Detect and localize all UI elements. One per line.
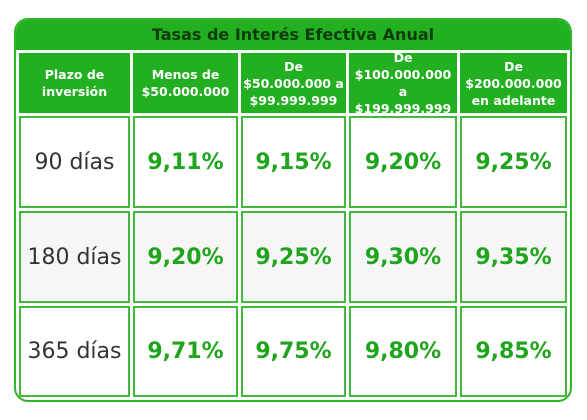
- header-text: De: [504, 58, 523, 74]
- table-cell: 9,25%: [241, 211, 346, 303]
- header-text: en adelante: [471, 92, 556, 108]
- rate-table: Tasas de Interés Efectiva Anual Plazo de…: [14, 18, 572, 402]
- header-text: inversión: [41, 84, 108, 99]
- table-cell: 9,35%: [460, 211, 567, 303]
- table-grid: Plazo de inversión Menos de $50.000.000 De $5…: [16, 50, 570, 397]
- table-cell: 9,75%: [241, 306, 346, 397]
- term-label: 90 días: [34, 149, 115, 175]
- table-cell: 90 días: [19, 116, 130, 208]
- rate-value: 9,80%: [364, 339, 442, 364]
- rate-value: 9,20%: [364, 149, 442, 175]
- table-cell: 9,11%: [133, 116, 238, 208]
- rate-value: 9,71%: [147, 339, 224, 364]
- header-text: Menos de: [151, 67, 220, 82]
- header-cell: De $100.000.000 a $199.999.999: [349, 50, 457, 116]
- table-cell: 9,30%: [349, 211, 457, 303]
- header-text: De: [284, 58, 303, 74]
- table-cell: 9,20%: [133, 211, 238, 303]
- table-title: Tasas de Interés Efectiva Anual: [16, 20, 570, 50]
- table-cell: 9,15%: [241, 116, 346, 208]
- header-text: $200.000.000: [465, 75, 562, 91]
- rate-value: 9,30%: [364, 244, 442, 270]
- rate-value: 9,35%: [475, 244, 552, 270]
- header-text: $99.999.999: [249, 92, 338, 108]
- rate-value: 9,25%: [475, 149, 552, 175]
- rate-value: 9,25%: [255, 244, 332, 270]
- table-cell: 9,71%: [133, 306, 238, 397]
- header-text: a $199.999.999: [354, 84, 452, 116]
- table-cell: 180 días: [19, 211, 130, 303]
- rate-value: 9,85%: [475, 339, 552, 364]
- header-cell: De $200.000.000 en adelante: [460, 53, 567, 113]
- header-text: De: [393, 50, 413, 65]
- header-text: $100.000.000: [354, 67, 452, 82]
- term-label: 365 días: [27, 339, 122, 364]
- table-cell: 9,80%: [349, 306, 457, 397]
- header-cell: De $50.000.000 a $99.999.999: [241, 53, 346, 113]
- header-text: Plazo de: [44, 67, 105, 82]
- term-label: 180 días: [27, 244, 122, 270]
- header-text: $50.000.000: [141, 84, 230, 99]
- rate-value: 9,20%: [147, 244, 224, 270]
- header-cell: Menos de $50.000.000: [133, 53, 238, 113]
- header-cell: Plazo de inversión: [19, 53, 130, 113]
- rate-value: 9,11%: [147, 149, 224, 175]
- table-cell: 9,25%: [460, 116, 567, 208]
- header-text: $50.000.000 a: [243, 75, 344, 91]
- table-cell: 365 días: [19, 306, 130, 397]
- table-cell: 9,20%: [349, 116, 457, 208]
- rate-value: 9,75%: [255, 339, 332, 364]
- rate-value: 9,15%: [255, 149, 332, 175]
- table-cell: 9,85%: [460, 306, 567, 397]
